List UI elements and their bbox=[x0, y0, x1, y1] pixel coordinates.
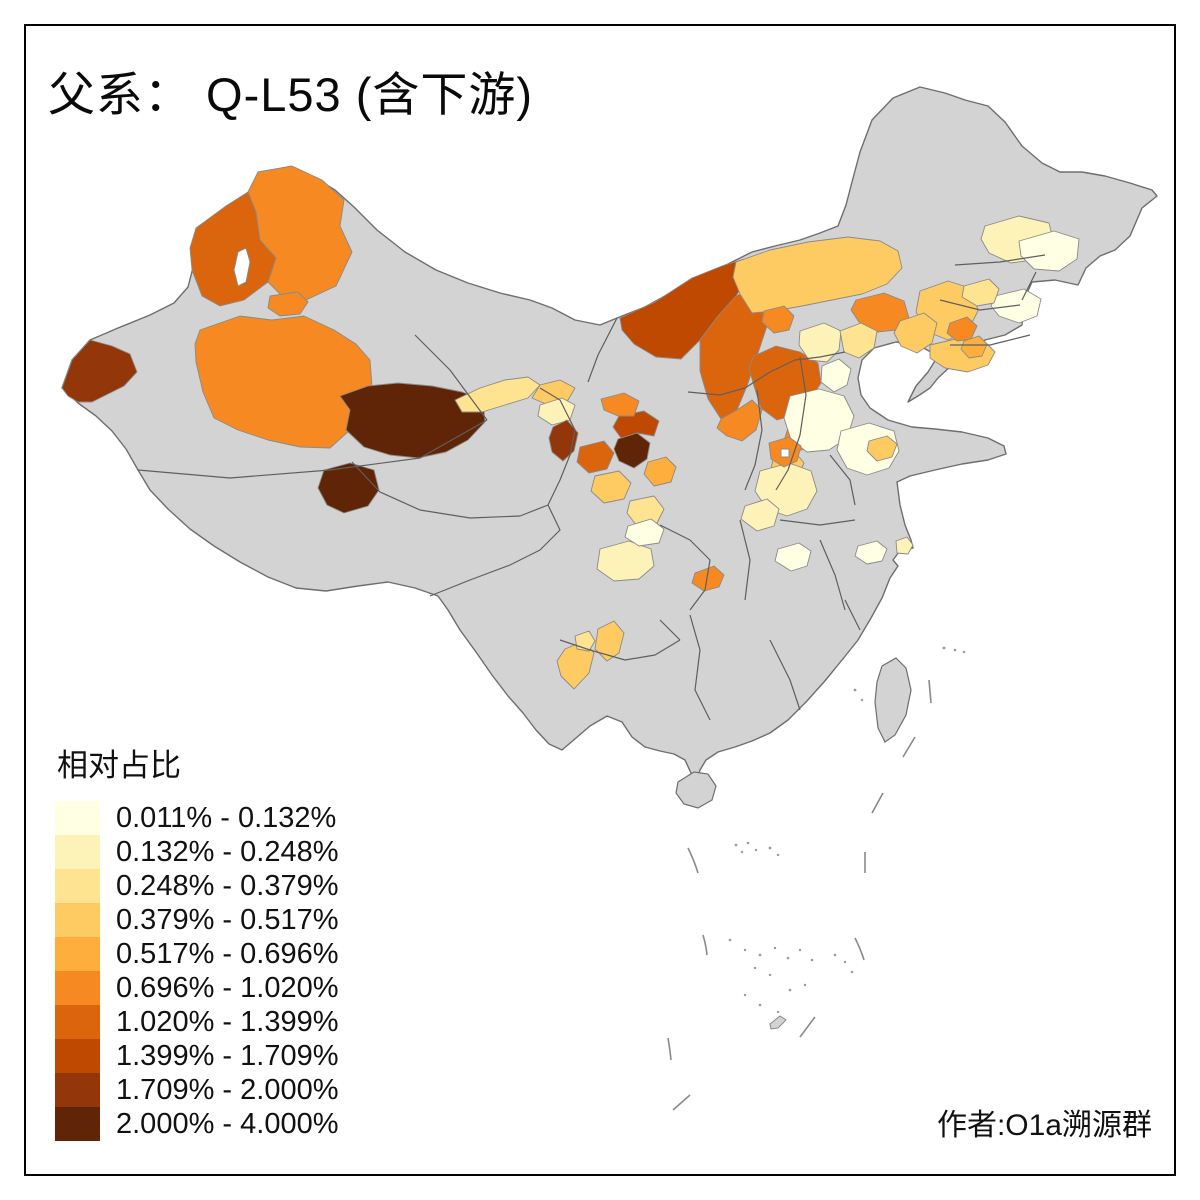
region-mianyang bbox=[624, 518, 665, 547]
region-chifeng bbox=[893, 312, 938, 354]
region-songyuan bbox=[961, 278, 1000, 307]
legend-label: 1.020% - 1.399% bbox=[116, 1006, 339, 1038]
region-linxia bbox=[576, 440, 615, 474]
legend-row: 1.020% - 1.399% bbox=[55, 1005, 338, 1039]
region-baiyin bbox=[612, 410, 660, 439]
mainland-outline bbox=[61, 86, 1158, 783]
legend-label: 0.379% - 0.517% bbox=[116, 904, 339, 936]
legend-row: 0.517% - 0.696% bbox=[55, 937, 338, 971]
legend-swatch bbox=[55, 801, 100, 835]
region-bortala bbox=[267, 291, 309, 317]
legend-row: 2.000% - 4.000% bbox=[55, 1107, 338, 1141]
small-islands bbox=[728, 646, 966, 1014]
legend-swatch bbox=[55, 835, 100, 869]
legend-row: 0.248% - 0.379% bbox=[55, 869, 338, 903]
legend-label: 0.011% - 0.132% bbox=[116, 802, 337, 834]
region-hami-dunhuang bbox=[339, 382, 486, 459]
legend-label: 2.000% - 4.000% bbox=[116, 1108, 339, 1140]
region-hohhot bbox=[761, 305, 795, 334]
map-title: 父系： Q-L53 (含下游) bbox=[48, 68, 534, 121]
region-inner-mongolia-band bbox=[732, 236, 903, 314]
region-haixi bbox=[317, 462, 380, 514]
legend-label: 1.709% - 2.000% bbox=[116, 1074, 339, 1106]
legend-label: 0.248% - 0.379% bbox=[116, 870, 339, 902]
legend-swatch bbox=[55, 869, 100, 903]
colored-regions bbox=[61, 165, 1080, 690]
legend-row: 1.399% - 1.709% bbox=[55, 1039, 338, 1073]
legend-swatch bbox=[55, 1005, 100, 1039]
legend-swatch bbox=[55, 937, 100, 971]
legend-label: 0.517% - 0.696% bbox=[116, 938, 339, 970]
legend-label: 1.399% - 1.709% bbox=[116, 1040, 339, 1072]
region-nanyang bbox=[740, 498, 780, 532]
region-yulin bbox=[716, 399, 763, 442]
legend-swatch bbox=[55, 1073, 100, 1107]
region-gannan bbox=[590, 470, 632, 504]
region-longnan bbox=[626, 495, 665, 527]
legend-title: 相对占比 bbox=[57, 748, 181, 783]
region-tacheng bbox=[189, 191, 277, 307]
legend-swatch bbox=[55, 971, 100, 1005]
region-shanghai bbox=[895, 536, 914, 555]
legend-label: 0.132% - 0.248% bbox=[116, 836, 339, 868]
region-beijing bbox=[820, 358, 852, 393]
legend-swatch bbox=[55, 1039, 100, 1073]
legend-row: 0.379% - 0.517% bbox=[55, 903, 338, 937]
region-zhangjiakou bbox=[798, 322, 842, 363]
region-fuxin bbox=[960, 335, 988, 359]
legend-label: 0.696% - 1.020% bbox=[116, 972, 339, 1004]
region-jiuquan bbox=[454, 376, 541, 413]
region-lijiang bbox=[574, 630, 596, 652]
region-dingxi bbox=[643, 456, 677, 487]
province-borders bbox=[137, 254, 1046, 721]
itu-aba-island bbox=[769, 1015, 787, 1030]
region-wuhan bbox=[774, 542, 812, 572]
region-wuwei bbox=[600, 392, 640, 417]
nine-dash-line bbox=[667, 679, 932, 1111]
hainan-island bbox=[675, 771, 717, 809]
legend-row: 0.132% - 0.248% bbox=[55, 835, 338, 869]
lake-in-jining bbox=[780, 448, 790, 458]
legend-swatch bbox=[55, 1107, 100, 1141]
legend-row: 1.709% - 2.000% bbox=[55, 1073, 338, 1107]
region-kashgar bbox=[61, 339, 138, 403]
region-zunyi bbox=[691, 565, 725, 592]
region-jiangsu-spot bbox=[854, 540, 888, 565]
region-zibo bbox=[866, 435, 898, 462]
legend-row: 0.011% - 0.132% bbox=[55, 801, 338, 835]
region-lanzhou bbox=[613, 432, 651, 469]
lake-in-tacheng bbox=[233, 247, 251, 287]
legend-row: 0.696% - 1.020% bbox=[55, 971, 338, 1005]
region-xichang bbox=[594, 620, 625, 662]
legend: 相对占比 0.011% - 0.132% 0.132% - 0.248% 0.2… bbox=[55, 740, 338, 1141]
attribution: 作者:O1a溯源群 bbox=[936, 1109, 1152, 1142]
legend-swatch bbox=[55, 903, 100, 937]
taiwan-island bbox=[874, 657, 912, 743]
